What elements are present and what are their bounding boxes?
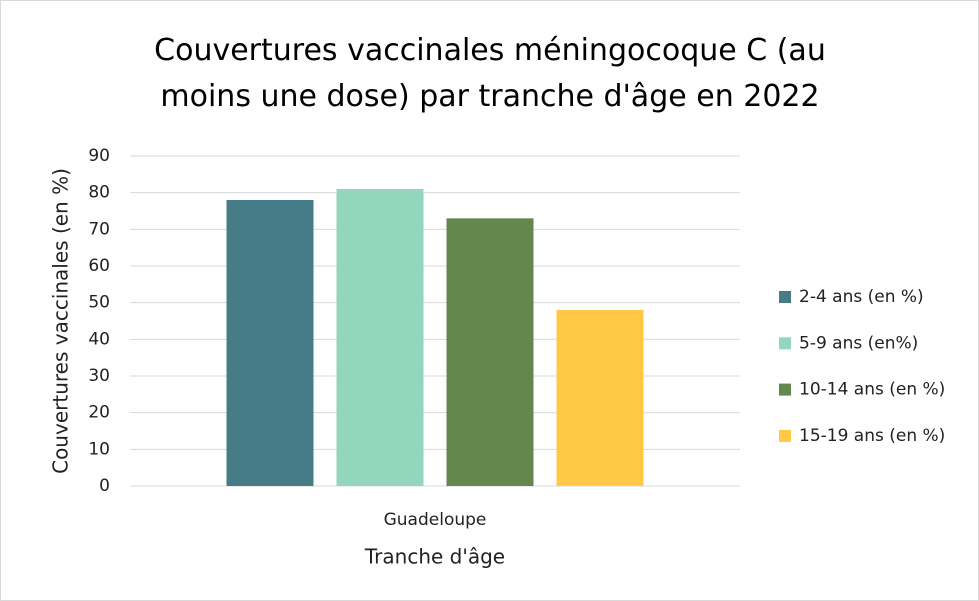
y-axis-label: Couvertures vaccinales (en %): [49, 168, 73, 474]
y-tick-label: 20: [88, 403, 110, 423]
legend-swatch: [779, 429, 791, 442]
bar: [556, 310, 644, 486]
y-tick-label: 50: [88, 293, 110, 313]
bar: [336, 189, 424, 486]
legend-swatch: [779, 383, 791, 396]
y-tick-label: 90: [88, 146, 110, 166]
y-tick-label: 70: [88, 219, 110, 239]
y-tick-label: 30: [88, 366, 110, 386]
y-tick-label: 80: [88, 183, 110, 203]
bar: [226, 200, 314, 486]
y-tick-label: 40: [88, 329, 110, 349]
legend-label: 15-19 ans (en %): [799, 426, 945, 446]
x-tick-label: Guadeloupe: [384, 510, 487, 530]
legend-swatch: [779, 337, 791, 350]
y-tick-label: 10: [88, 439, 110, 459]
x-axis-label: Tranche d'âge: [364, 545, 505, 569]
chart-title: Couvertures vaccinales méningocoque C (a…: [154, 33, 826, 114]
legend-label: 10-14 ans (en %): [799, 380, 945, 400]
y-tick-label: 60: [88, 256, 110, 276]
legend-swatch: [779, 291, 791, 303]
y-tick-label: 0: [99, 476, 110, 496]
legend-label: 2-4 ans (en %): [799, 287, 924, 307]
bar: [446, 218, 534, 487]
legend-label: 5-9 ans (en%): [799, 333, 918, 353]
